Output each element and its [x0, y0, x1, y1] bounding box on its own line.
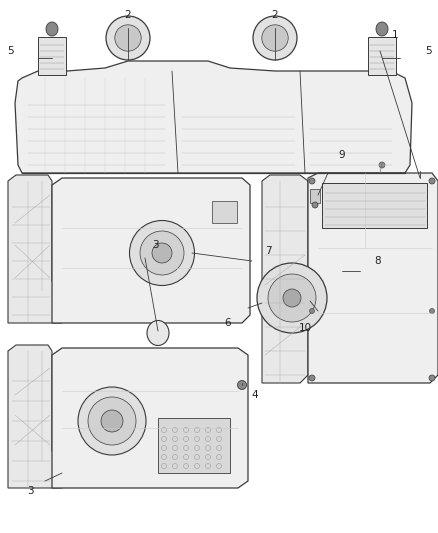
Text: 1: 1	[392, 30, 398, 40]
Ellipse shape	[88, 397, 136, 445]
Text: 5: 5	[425, 46, 431, 56]
Polygon shape	[8, 345, 62, 488]
Ellipse shape	[429, 375, 435, 381]
Ellipse shape	[78, 387, 146, 455]
Ellipse shape	[283, 289, 301, 307]
Bar	[310, 189, 320, 203]
Polygon shape	[8, 175, 62, 323]
Ellipse shape	[101, 410, 123, 432]
Bar	[158, 418, 230, 473]
Ellipse shape	[237, 381, 247, 390]
Text: 6: 6	[225, 318, 231, 328]
Ellipse shape	[147, 320, 169, 345]
Bar	[38, 37, 66, 75]
Ellipse shape	[46, 22, 58, 36]
Ellipse shape	[257, 263, 327, 333]
Ellipse shape	[152, 243, 172, 263]
Ellipse shape	[430, 309, 434, 313]
Polygon shape	[308, 173, 438, 383]
Text: 2: 2	[272, 10, 278, 20]
Ellipse shape	[140, 231, 184, 275]
Polygon shape	[52, 178, 250, 323]
Ellipse shape	[309, 375, 315, 381]
Text: 4: 4	[252, 390, 258, 400]
Ellipse shape	[376, 22, 388, 36]
Ellipse shape	[310, 309, 314, 313]
Polygon shape	[262, 175, 308, 383]
Text: 9: 9	[339, 150, 345, 160]
Text: 2: 2	[125, 10, 131, 20]
Polygon shape	[52, 348, 248, 488]
Polygon shape	[15, 61, 412, 173]
Text: 5: 5	[7, 46, 13, 56]
Text: 3: 3	[152, 240, 158, 250]
Ellipse shape	[130, 221, 194, 286]
Ellipse shape	[115, 25, 141, 51]
Ellipse shape	[312, 202, 318, 208]
Ellipse shape	[106, 16, 150, 60]
Text: 3: 3	[27, 486, 33, 496]
Bar	[322, 183, 427, 228]
Ellipse shape	[429, 178, 435, 184]
Ellipse shape	[268, 274, 316, 322]
Ellipse shape	[262, 25, 288, 51]
Text: 7: 7	[265, 246, 271, 256]
Bar	[212, 201, 237, 223]
Text: 10: 10	[298, 323, 311, 333]
Ellipse shape	[309, 178, 315, 184]
Text: 8: 8	[374, 256, 381, 266]
Ellipse shape	[379, 162, 385, 168]
Ellipse shape	[253, 16, 297, 60]
Bar	[368, 37, 396, 75]
